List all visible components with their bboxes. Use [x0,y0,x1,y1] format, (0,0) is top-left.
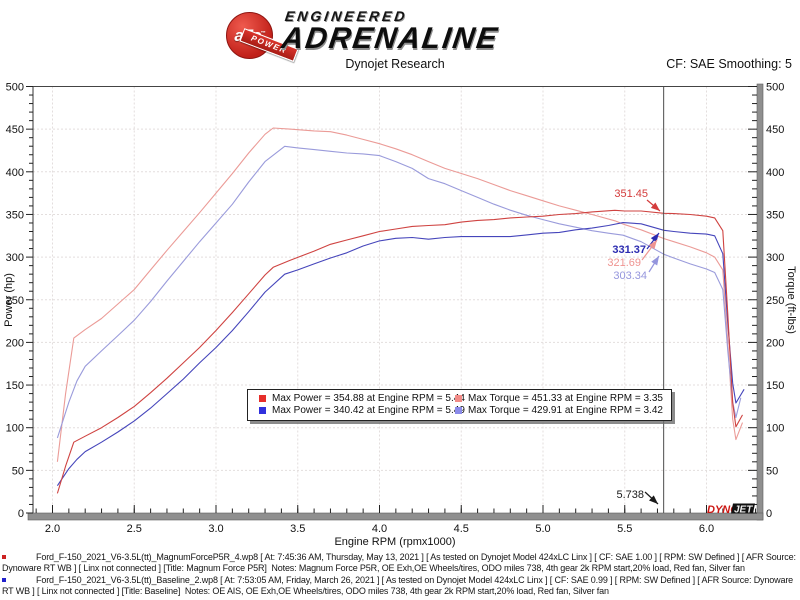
legend-label-torque-baseline: Max Torque = 429.91 at Engine RPM = 3.42 [468,405,663,416]
plot-frame [27,83,764,521]
run-line-baseline: Ford_F-150_2021_V6-3.5L(tt)_Baseline_2.w… [2,575,797,597]
header-logo: aFe™ POWER ENGINEERED ADRENALINE [226,8,503,62]
svg-text:100: 100 [766,423,784,435]
svg-text:5.5: 5.5 [617,523,632,535]
svg-text:6.0: 6.0 [699,523,714,535]
run-text-baseline: Ford_F-150_2021_V6-3.5L(tt)_Baseline_2.w… [2,575,796,596]
svg-text:50: 50 [766,465,778,477]
run-bullet-magnumforce [2,555,6,559]
annotation-cursor-rpm: 5.738 [616,489,644,501]
svg-text:150: 150 [6,380,24,392]
svg-text:500: 500 [766,82,784,94]
svg-text:500: 500 [6,82,24,94]
dynojet-watermark: DYNO JET [707,503,755,516]
svg-text:300: 300 [766,252,784,264]
svg-text:0: 0 [18,508,24,520]
cf-smoothing-label: CF: SAE Smoothing: 5 [666,57,792,71]
run-descriptions: Ford_F-150_2021_V6-3.5L(tt)_MagnumForceP… [2,552,797,598]
svg-text:4.5: 4.5 [454,523,469,535]
curve-torque-magnumforce [56,127,744,462]
svg-text:400: 400 [766,167,784,179]
legend-item-max-power-mf: Max Power = 354.88 at Engine RPM = 5.44 [259,393,465,404]
legend-item-max-power-baseline: Max Power = 340.42 at Engine RPM = 5.49 [259,405,465,416]
afe-power-logo: aFe™ POWER [226,12,299,62]
trademark-symbol: ™ [260,29,266,36]
legend: Max Power = 354.88 at Engine RPM = 5.44 … [247,389,672,421]
axis-ticks [26,86,757,514]
svg-text:50: 50 [12,465,24,477]
brand-adrenaline-text: ADRENALINE [279,22,501,55]
grid-lines [33,86,757,513]
legend-item-max-torque-mf: Max Torque = 451.33 at Engine RPM = 3.35 [455,393,663,404]
curve-power-magnumforce [56,209,743,494]
svg-text:400: 400 [6,167,24,179]
svg-text:350: 350 [6,209,24,221]
axis-tick-labels: 2.0 2.5 3.0 3.5 4.0 4.5 5.0 5.5 6.0 0 0 50 50 100 100 1… [6,82,785,536]
annotation-arrows [641,199,661,505]
annotation-power-baseline-cursor: 331.37 [612,244,646,256]
legend-swatch-power-baseline [259,407,266,414]
svg-text:3.5: 3.5 [290,523,305,535]
annotation-torque-baseline-cursor: 303.34 [613,270,647,282]
power-axis-label: Power (hp) [3,273,15,327]
run-text-magnumforce: Ford_F-150_2021_V6-3.5L(tt)_MagnumForceP… [2,552,799,573]
rpm-axis-label: Engine RPM (rpmx1000) [334,536,455,548]
svg-text:0: 0 [766,508,772,520]
brand-wordmark: ENGINEERED ADRENALINE [279,8,503,55]
legend-label-power-baseline: Max Power = 340.42 at Engine RPM = 5.49 [272,405,465,416]
legend-swatch-torque-baseline [455,407,462,414]
svg-text:200: 200 [766,337,784,349]
dynojet-watermark-jet: JET [734,505,753,516]
svg-text:350: 350 [766,209,784,221]
svg-text:5.0: 5.0 [535,523,550,535]
svg-text:2.0: 2.0 [45,523,60,535]
svg-text:150: 150 [766,380,784,392]
legend-swatch-torque-mf [455,395,462,402]
page-title: Dynojet Research [345,57,445,71]
annotation-max-power-mf: 351.45 [614,188,648,200]
svg-text:250: 250 [766,295,784,307]
svg-text:250: 250 [6,295,24,307]
legend-swatch-power-mf [259,395,266,402]
legend-item-max-torque-baseline: Max Torque = 429.91 at Engine RPM = 3.42 [455,405,663,416]
svg-text:100: 100 [6,423,24,435]
svg-text:2.5: 2.5 [127,523,142,535]
run-line-magnumforce: Ford_F-150_2021_V6-3.5L(tt)_MagnumForceP… [2,552,797,574]
annotation-torque-mf-cursor: 321.69 [607,257,641,269]
run-bullet-baseline [2,578,6,582]
legend-label-torque-mf: Max Torque = 451.33 at Engine RPM = 3.35 [468,393,663,404]
svg-text:200: 200 [6,337,24,349]
svg-text:300: 300 [6,252,24,264]
legend-label-power-mf: Max Power = 354.88 at Engine RPM = 5.44 [272,393,465,404]
curve-torque-baseline [56,145,742,439]
dyno-curves [56,127,745,494]
curve-power-baseline [56,222,745,487]
dynojet-watermark-box [731,503,755,514]
torque-axis-label: Torque (ft-lbs) [785,266,797,334]
svg-text:3.0: 3.0 [208,523,223,535]
svg-text:4.0: 4.0 [372,523,387,535]
svg-text:450: 450 [766,124,784,136]
svg-text:450: 450 [6,124,24,136]
